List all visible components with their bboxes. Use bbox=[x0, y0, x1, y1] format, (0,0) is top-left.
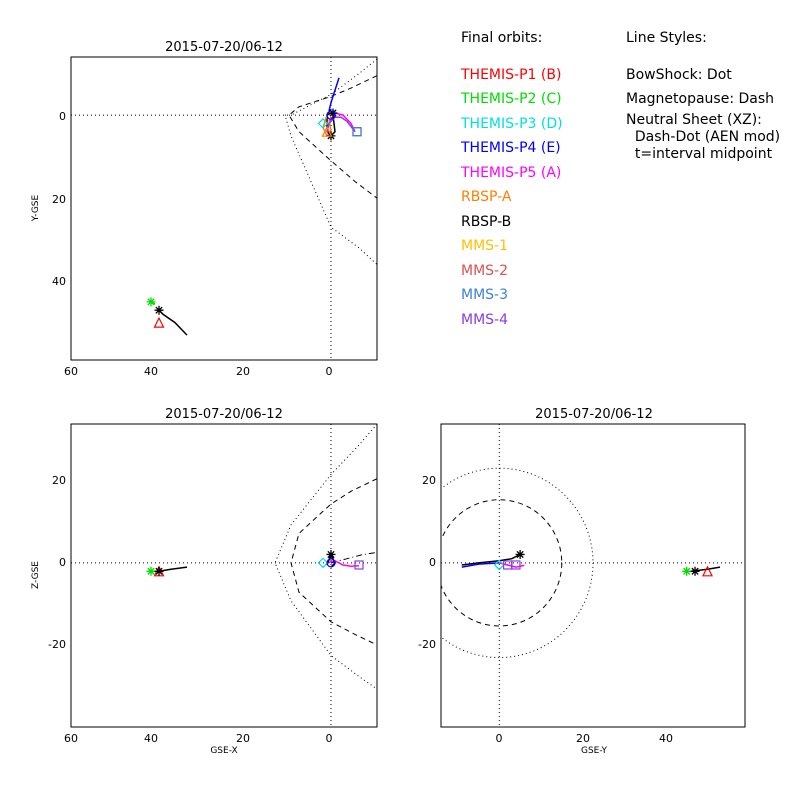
orbit-legend: Final orbits: THEMIS-P1 (B) THEMIS-P2 (C)… bbox=[461, 26, 563, 332]
panel-xz-xtick-0: 0 bbox=[326, 732, 333, 745]
legend-entry: MMS-2 bbox=[461, 262, 509, 279]
panel-xy-ytick-40: 40 bbox=[52, 275, 66, 288]
asterisk-marker bbox=[326, 549, 336, 559]
panel-yz-xlabel: GSE-Y bbox=[581, 746, 608, 756]
legend-entry: THEMIS-P3 (D) bbox=[461, 115, 563, 132]
panel-yz: 2015-07-20/06-12 0 20 40 GSE-Y 20 0 -20 bbox=[418, 407, 746, 756]
line-style-midpoint: t=interval midpoint bbox=[626, 145, 773, 162]
panel-xz-ytick-20: 20 bbox=[52, 474, 66, 487]
asterisk-marker bbox=[515, 549, 525, 559]
triangle-marker bbox=[702, 565, 713, 577]
line-styles-legend: Line Styles: BowShock: Dot Magnetopause:… bbox=[626, 26, 780, 163]
square-marker bbox=[511, 560, 521, 570]
legend-title: Final orbits: bbox=[461, 30, 543, 46]
asterisk-marker bbox=[154, 566, 164, 576]
panel-xy-frame bbox=[70, 56, 378, 361]
legend-entries: THEMIS-P1 (B) THEMIS-P2 (C) THEMIS-P3 (D) T… bbox=[461, 63, 563, 333]
panel-xz-xtick-20: 20 bbox=[236, 732, 250, 745]
orbit-track bbox=[326, 116, 356, 133]
line-style-dash-dot: Dash-Dot (AEN mod) bbox=[626, 128, 781, 145]
panel-xy-ylabel: Y-GSE bbox=[31, 195, 41, 223]
panel-xy: 2015-07-20/06-12 60 40 20 0 0 20 40 Y-GS… bbox=[31, 40, 378, 378]
diamond-marker bbox=[317, 557, 329, 569]
triangle-marker bbox=[153, 316, 165, 328]
orbit-track bbox=[326, 560, 360, 567]
panel-yz-xtick-20: 20 bbox=[576, 732, 590, 745]
legend-entry: THEMIS-P1 (B) bbox=[461, 66, 562, 83]
circle-marker bbox=[326, 558, 336, 568]
diamond-marker bbox=[493, 559, 505, 571]
plot-content bbox=[71, 424, 377, 727]
panel-yz-ytick-20: 20 bbox=[422, 474, 436, 487]
panel-yz-ytick-m20: -20 bbox=[418, 638, 436, 651]
asterisk-marker bbox=[154, 305, 164, 315]
asterisk-marker bbox=[146, 566, 156, 576]
magnetopause-curve bbox=[441, 499, 563, 627]
orbit-track bbox=[158, 309, 188, 336]
bowshock-curve bbox=[274, 424, 377, 690]
panel-yz-xtick-0: 0 bbox=[496, 732, 503, 745]
panel-xz-title: 2015-07-20/06-12 bbox=[165, 407, 283, 422]
neutral-sheet-curve bbox=[330, 551, 377, 564]
bowshock-curve bbox=[441, 467, 594, 659]
orbit-track bbox=[461, 562, 500, 568]
plot-content bbox=[71, 57, 377, 360]
panel-yz-ytick-0: 0 bbox=[429, 556, 436, 569]
panel-xz-ylabel: Z-GSE bbox=[31, 561, 41, 589]
panel-yz-xtick-40: 40 bbox=[659, 732, 673, 745]
legend-entry: MMS-1 bbox=[461, 238, 509, 254]
triangle-marker bbox=[321, 125, 333, 137]
orbit-track bbox=[158, 566, 188, 573]
legend-entry: RBSP-B bbox=[461, 213, 512, 230]
panel-xy-xtick-0: 0 bbox=[326, 365, 333, 378]
panel-xz: 2015-07-20/06-12 60 40 20 0 GSE-X 20 0 -… bbox=[31, 407, 378, 756]
plot-content bbox=[441, 424, 745, 727]
square-marker bbox=[354, 560, 364, 570]
panel-xz-xlabel: GSE-X bbox=[210, 746, 237, 756]
panel-yz-frame bbox=[440, 423, 746, 728]
asterisk-marker bbox=[690, 566, 700, 576]
panel-xy-xtick-60: 60 bbox=[64, 365, 78, 378]
legend-entry: RBSP-A bbox=[461, 189, 512, 205]
legend-entry: THEMIS-P4 (E) bbox=[461, 140, 561, 156]
line-style-neutral-sheet: Neutral Sheet (XZ): bbox=[626, 111, 762, 128]
panel-xz-frame bbox=[70, 423, 378, 728]
square-marker bbox=[352, 127, 362, 137]
panel-xz-xtick-40: 40 bbox=[144, 732, 158, 745]
panel-xy-ytick-20: 20 bbox=[52, 193, 66, 206]
asterisk-marker bbox=[146, 297, 156, 307]
panel-xy-xtick-20: 20 bbox=[236, 365, 250, 378]
line-style-bowshock: BowShock: Dot bbox=[626, 66, 732, 83]
panel-xz-xtick-60: 60 bbox=[64, 732, 78, 745]
asterisk-marker bbox=[682, 566, 692, 576]
legend-entry: MMS-4 bbox=[461, 311, 509, 328]
panel-xy-ytick-0: 0 bbox=[59, 110, 66, 123]
magnetopause-curve bbox=[288, 75, 377, 199]
diamond-marker bbox=[317, 118, 329, 129]
orbit-track bbox=[328, 77, 340, 112]
legend-entry: MMS-3 bbox=[461, 287, 509, 303]
line-style-magnetopause: Magnetopause: Dash bbox=[626, 91, 775, 107]
asterisk-marker bbox=[328, 108, 338, 118]
panel-xz-ytick-0: 0 bbox=[59, 556, 66, 569]
panel-yz-title: 2015-07-20/06-12 bbox=[535, 407, 653, 422]
magnetopause-curve bbox=[290, 478, 377, 646]
line-styles-title: Line Styles: bbox=[626, 30, 707, 46]
circle-marker bbox=[326, 110, 336, 120]
legend-entry: THEMIS-P5 (A) bbox=[461, 164, 562, 181]
panel-xy-xtick-40: 40 bbox=[144, 365, 158, 378]
legend-entry: THEMIS-P2 (C) bbox=[461, 91, 562, 107]
panel-xz-ytick-m20: -20 bbox=[48, 638, 66, 651]
panel-xy-title: 2015-07-20/06-12 bbox=[165, 40, 283, 55]
